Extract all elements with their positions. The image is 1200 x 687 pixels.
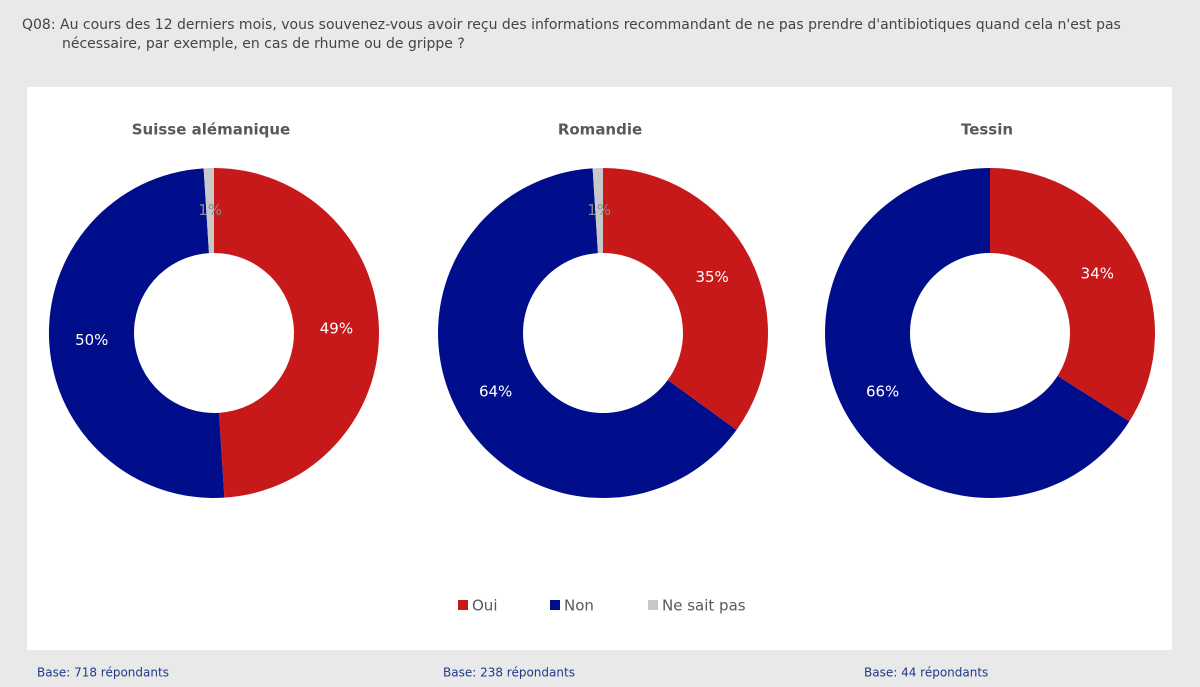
data-label: 66% — [866, 383, 899, 401]
donut-slice — [824, 168, 1130, 498]
data-label: 49% — [320, 320, 353, 338]
donut-slice — [203, 168, 214, 254]
legend-swatch — [648, 600, 658, 610]
legend-label: Non — [564, 597, 594, 615]
donut-slice — [592, 168, 603, 254]
donut-slice — [437, 168, 737, 498]
data-label: 1% — [587, 201, 611, 219]
donut-slice — [990, 168, 1155, 422]
donut-slice — [603, 168, 768, 430]
data-label: 1% — [198, 201, 222, 219]
base-note: Base: 238 répondants — [443, 666, 575, 680]
data-label: 50% — [75, 331, 108, 349]
legend-label: Ne sait pas — [662, 597, 746, 615]
chart-title: Romandie — [558, 121, 642, 139]
legend-label: Oui — [472, 597, 497, 615]
question: Q08: Au cours des 12 derniers mois, vous… — [22, 17, 1121, 52]
chart-title: Tessin — [961, 121, 1013, 139]
donut-slice — [48, 168, 225, 499]
data-label: 35% — [695, 268, 728, 286]
legend-swatch — [550, 600, 560, 610]
data-label: 64% — [479, 383, 512, 401]
data-label: 34% — [1081, 264, 1114, 282]
base-note: Base: 718 répondants — [37, 666, 169, 680]
chart-title: Suisse alémanique — [132, 121, 290, 139]
legend-swatch — [458, 600, 468, 610]
base-note: Base: 44 répondants — [864, 666, 988, 680]
donut-slice — [214, 168, 379, 498]
